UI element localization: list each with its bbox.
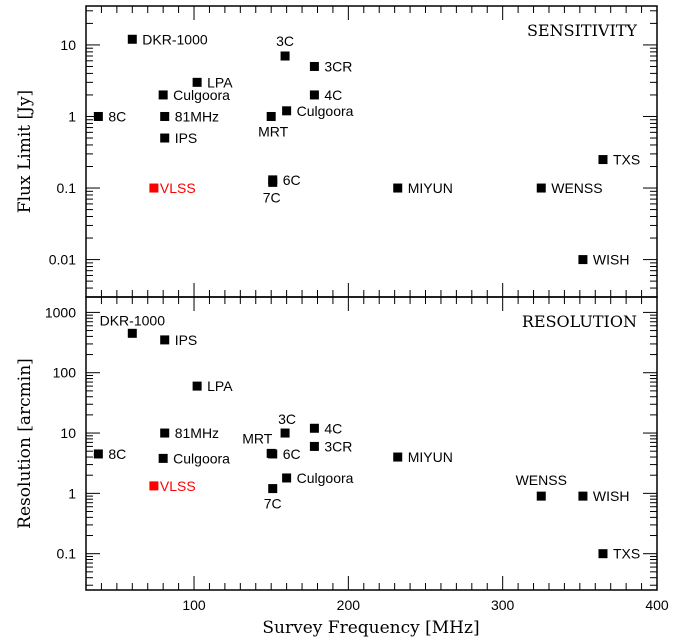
data-point [192,381,202,391]
data-label: 3C [276,33,294,49]
data-point [280,51,290,61]
data-point [93,449,103,459]
y-tick-label: 0.01 [49,252,76,268]
data-point [160,428,170,438]
data-label: 4C [324,420,342,436]
data-point [282,106,292,116]
data-point [268,449,278,459]
data-label: 81MHz [175,108,219,124]
data-label: IPS [175,332,198,348]
data-label: Culgoora [173,450,230,466]
data-label: MRT [242,430,273,446]
data-label: WISH [593,252,630,268]
data-label: MIYUN [408,449,453,465]
data-label: 6C [283,446,301,462]
data-point [393,452,403,462]
data-point [280,428,290,438]
data-point [93,111,103,121]
data-point [127,34,137,44]
data-point [149,481,159,491]
data-label: DKR-1000 [100,312,166,328]
y-tick-label: 10 [60,425,76,441]
data-label: WENSS [516,472,567,488]
y-tick-label: 0.1 [57,180,77,196]
data-point [266,111,276,121]
data-point [192,77,202,87]
data-point [536,183,546,193]
data-point [127,328,137,338]
panel-title: RESOLUTION [522,312,637,331]
data-label: TXS [613,546,640,562]
y-axis-label: Flux Limit [Jy] [15,90,35,213]
data-point [536,491,546,501]
y-tick-label: 0.1 [57,546,77,562]
data-point [149,183,159,193]
data-label: IPS [175,130,198,146]
y-tick-label: 1 [68,485,76,501]
sensitivity-panel: 0.01 0.1 1 10 Flux Limit [Jy] SENSITIVITY DKR-… [15,5,658,298]
data-label: 4C [324,87,342,103]
data-point [160,335,170,345]
data-label: WISH [593,488,630,504]
data-label: 6C [283,172,301,188]
data-label: TXS [613,152,640,168]
data-label: 8C [108,446,126,462]
data-point [598,155,608,165]
y-tick-label: 10 [60,37,76,53]
data-point [393,183,403,193]
data-label: 3C [278,411,296,427]
data-label: 7C [263,189,281,205]
data-label: 81MHz [175,425,219,441]
x-tick-label: 100 [182,597,206,613]
data-label: Culgoora [173,87,230,103]
data-label: 8C [108,108,126,124]
data-point [158,453,168,463]
data-label: LPA [207,74,233,90]
plot-frame [85,296,658,591]
y-axis-label: Resolution [arcmin] [15,358,35,529]
data-point [160,133,170,143]
data-point [309,90,319,100]
data-point [309,61,319,71]
data-label: DKR-1000 [142,31,208,47]
data-label: VLSS [160,478,196,494]
data-label: MRT [258,123,289,139]
data-label: Culgoora [297,470,354,486]
data-point [309,441,319,451]
data-label: WENSS [551,180,602,196]
data-point [598,549,608,559]
data-label: LPA [207,378,233,394]
x-tick-label: 400 [645,597,669,613]
y-tick-label: 1000 [45,304,76,320]
data-point [268,177,278,187]
data-label: MIYUN [408,180,453,196]
data-label: 3CR [324,58,352,74]
x-tick-label: 300 [491,597,515,613]
data-point [578,491,588,501]
y-tick-label: 100 [53,365,77,381]
data-point [268,484,278,494]
data-label: 7C [264,496,282,512]
x-tick-label: 200 [337,597,361,613]
data-label: 3CR [324,438,352,454]
plot-frame [85,5,658,298]
data-point [158,90,168,100]
x-axis-label: Survey Frequency [MHz] [262,618,479,638]
data-label: VLSS [160,180,196,196]
data-point [160,111,170,121]
y-tick-label: 1 [68,108,76,124]
resolution-panel: 0.1 1 10 100 1000 Resolution [arcmin] RESOLUTI… [15,296,658,591]
panel-title: SENSITIVITY [527,21,637,40]
data-point [309,423,319,433]
data-label: Culgoora [297,103,354,119]
x-axis: 100 200 300 400 [182,597,669,613]
data-point [578,255,588,265]
data-point [282,473,292,483]
